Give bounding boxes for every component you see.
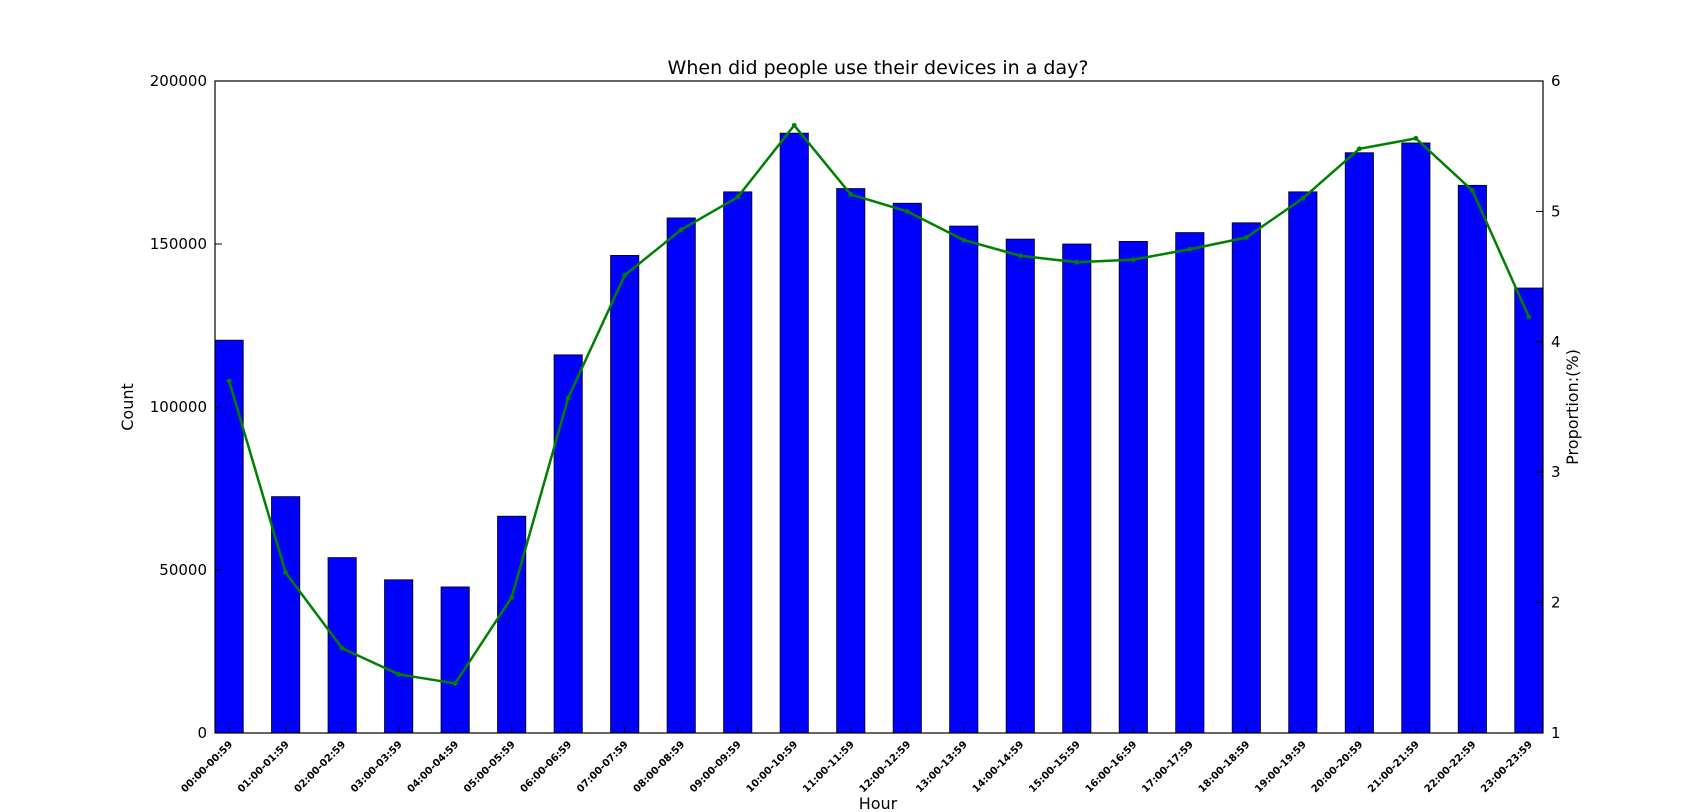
y2-tick-label: 2 xyxy=(1551,594,1561,612)
bar-16:00-16:59 xyxy=(1118,240,1148,734)
bar-10:00-10:59 xyxy=(779,132,809,734)
x-tick-label: 23:00-23:59 xyxy=(1479,739,1535,795)
y-tick-label: 100000 xyxy=(150,398,207,416)
x-tick-label: 00:00-00:59 xyxy=(180,739,236,795)
line-layer xyxy=(226,122,1532,686)
bar-08:00-08:59 xyxy=(666,217,696,734)
bar-17:00-17:59 xyxy=(1175,232,1205,734)
y-tick-label: 150000 xyxy=(150,235,207,253)
left-axis: 0 50000 100000 150000 200000 xyxy=(150,72,222,742)
x-tick-label: 03:00-03:59 xyxy=(349,739,405,795)
line-point-08:00-08:59 xyxy=(678,227,684,233)
x-tick-label: 04:00-04:59 xyxy=(406,739,462,795)
line-point-06:00-06:59 xyxy=(565,395,571,401)
x-tick-label: 16:00-16:59 xyxy=(1084,739,1140,795)
x-tick-label: 07:00-07:59 xyxy=(575,739,631,795)
x-tick-label: 06:00-06:59 xyxy=(519,739,575,795)
x-tick-label: 15:00-15:59 xyxy=(1027,739,1083,795)
x-tick-label: 10:00-10:59 xyxy=(745,739,801,795)
bar-14:00-14:59 xyxy=(1005,238,1035,734)
line-point-21:00-21:59 xyxy=(1413,135,1419,141)
line-point-03:00-03:59 xyxy=(396,671,402,677)
bar-19:00-19:59 xyxy=(1288,191,1318,734)
line-point-02:00-02:59 xyxy=(339,645,345,651)
line-point-09:00-09:59 xyxy=(735,194,741,200)
y2-axis-label: Proportion:(%) xyxy=(1563,349,1582,465)
chart-title: When did people use their devices in a d… xyxy=(668,57,1089,79)
bar-02:00-02:59 xyxy=(327,557,357,734)
bar-11:00-11:59 xyxy=(836,188,866,734)
bar-21:00-21:59 xyxy=(1401,142,1431,734)
bar-00:00-00:59 xyxy=(214,339,244,734)
x-tick-label: 11:00-11:59 xyxy=(801,739,857,795)
x-tick-label: 12:00-12:59 xyxy=(858,739,914,795)
x-tick-label: 21:00-21:59 xyxy=(1366,739,1422,795)
bar-07:00-07:59 xyxy=(610,255,640,734)
bar-04:00-04:59 xyxy=(440,586,470,734)
line-point-16:00-16:59 xyxy=(1130,257,1136,263)
bar-01:00-01:59 xyxy=(271,496,301,734)
bar-03:00-03:59 xyxy=(384,579,414,734)
y2-tick-label: 4 xyxy=(1551,333,1561,351)
y2-tick-label: 3 xyxy=(1551,463,1561,481)
line-point-20:00-20:59 xyxy=(1356,146,1362,152)
line-point-14:00-14:59 xyxy=(1017,253,1023,259)
x-tick-label: 08:00-08:59 xyxy=(632,739,688,795)
bar-18:00-18:59 xyxy=(1231,222,1261,734)
y-tick-label: 0 xyxy=(197,724,207,742)
x-axis: 00:00-00:59 01:00-01:59 02:00-02:59 03:00-0… xyxy=(180,727,1535,795)
y2-tick-label: 6 xyxy=(1551,72,1561,90)
line-point-23:00-23:59 xyxy=(1526,314,1532,320)
line-point-12:00-12:59 xyxy=(904,209,910,214)
x-tick-label: 01:00-01:59 xyxy=(236,739,292,795)
bar-12:00-12:59 xyxy=(892,202,922,734)
x-tick-label: 05:00-05:59 xyxy=(462,739,518,795)
line-point-01:00-01:59 xyxy=(283,570,289,576)
line-point-15:00-15:59 xyxy=(1074,259,1080,265)
line-point-05:00-05:59 xyxy=(509,594,515,600)
y2-tick-label: 5 xyxy=(1551,202,1561,220)
line-point-17:00-17:59 xyxy=(1187,246,1193,252)
line-point-22:00-22:59 xyxy=(1469,188,1475,193)
line-point-13:00-13:59 xyxy=(961,237,967,243)
x-tick-label: 22:00-22:59 xyxy=(1423,739,1479,795)
x-tick-label: 17:00-17:59 xyxy=(1140,739,1196,795)
bars-layer xyxy=(214,132,1544,734)
y-tick-label: 200000 xyxy=(150,72,207,90)
y2-tick-label: 1 xyxy=(1551,724,1561,742)
line-point-00:00-00:59 xyxy=(226,378,232,384)
x-tick-label: 14:00-14:59 xyxy=(971,739,1027,795)
bar-09:00-09:59 xyxy=(723,191,753,734)
x-tick-label: 18:00-18:59 xyxy=(1197,739,1253,795)
line-point-19:00-19:59 xyxy=(1300,195,1306,201)
bar-13:00-13:59 xyxy=(949,225,979,734)
bar-20:00-20:59 xyxy=(1344,152,1374,734)
proportion-line xyxy=(227,124,1531,685)
bar-15:00-15:59 xyxy=(1062,243,1092,734)
x-tick-label: 13:00-13:59 xyxy=(914,739,970,795)
bar-05:00-05:59 xyxy=(497,515,527,734)
line-point-07:00-07:59 xyxy=(622,272,628,278)
x-tick-label: 20:00-20:59 xyxy=(1310,739,1366,795)
line-point-18:00-18:59 xyxy=(1243,235,1249,240)
bar-06:00-06:59 xyxy=(553,354,583,734)
x-tick-label: 19:00-19:59 xyxy=(1253,739,1309,795)
x-axis-label: Hour xyxy=(859,794,898,812)
bar-22:00-22:59 xyxy=(1457,184,1487,734)
x-tick-label: 02:00-02:59 xyxy=(293,739,349,795)
right-axis: 1 2 3 4 5 6 xyxy=(1536,72,1561,742)
bar-23:00-23:59 xyxy=(1514,287,1544,734)
line-point-10:00-10:59 xyxy=(791,122,797,128)
line-point-11:00-11:59 xyxy=(848,192,854,197)
y-axis-label: Count xyxy=(118,383,137,431)
y-tick-label: 50000 xyxy=(159,561,207,579)
x-tick-label: 09:00-09:59 xyxy=(688,739,744,795)
line-point-04:00-04:59 xyxy=(452,681,458,686)
plot-frame xyxy=(214,80,1544,734)
